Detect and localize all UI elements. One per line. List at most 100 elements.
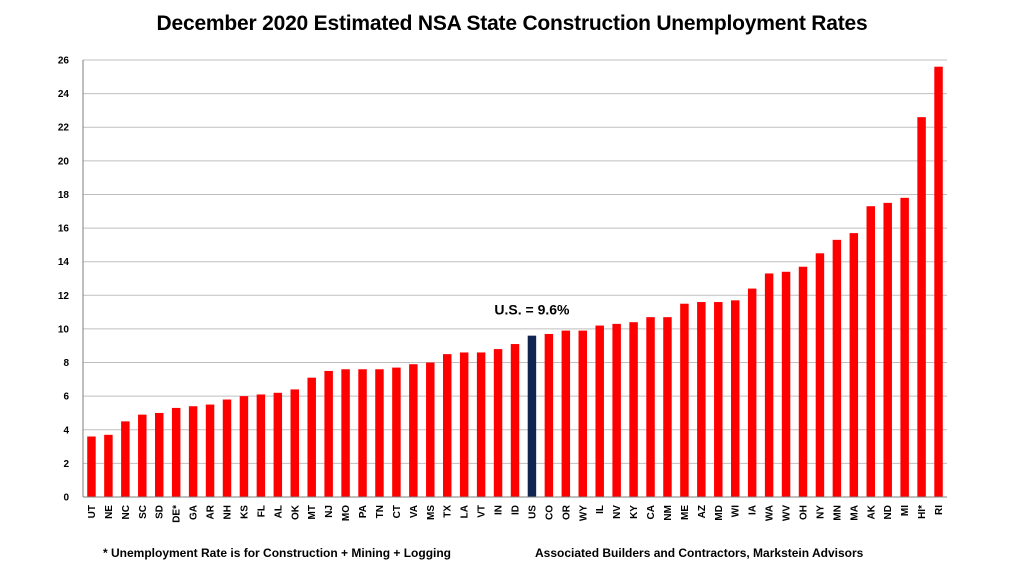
bar-sd (155, 412, 164, 497)
y-tick-label: 16 (58, 224, 70, 235)
x-tick-label: SD (155, 505, 166, 519)
bar-ia (747, 288, 757, 497)
bar-mn (832, 239, 842, 498)
bar-ks (239, 396, 249, 497)
y-tick-label: 12 (58, 291, 70, 302)
bar-wv (781, 271, 791, 497)
x-tick-label: VA (409, 505, 420, 518)
bar-mi (900, 197, 909, 498)
bar-ky (629, 322, 638, 497)
x-tick-label: WI (731, 505, 742, 517)
x-tick-label: OH (799, 505, 810, 520)
x-tick-label: OR (561, 504, 572, 520)
x-axis: UT NE NC SC SD DE* GA AR NH KS FL AL OK MT NJ MO PA TN CT V… (83, 496, 947, 523)
x-tick-label: VT (477, 505, 488, 518)
bar-tn (375, 369, 384, 497)
bar-ct (392, 367, 401, 497)
bar-mo (341, 369, 350, 497)
x-tick-label: GA (189, 505, 200, 520)
bar-il (595, 325, 604, 497)
x-tick-label: WY (578, 505, 589, 521)
y-tick-label: 4 (63, 425, 69, 436)
y-tick-label: 22 (58, 123, 70, 134)
y-tick-label: 24 (58, 89, 70, 100)
x-tick-label: WV (782, 505, 793, 521)
bar-ak (866, 206, 875, 497)
bar-nd (883, 202, 892, 497)
bars (87, 66, 943, 498)
x-tick-label: IA (748, 505, 759, 515)
bar-or (561, 330, 571, 497)
x-tick-label: NH (223, 505, 234, 519)
x-tick-label: MN (832, 505, 843, 521)
x-tick-label: MA (849, 505, 860, 521)
x-tick-label: AL (273, 505, 284, 518)
x-tick-label: CA (646, 505, 657, 519)
bar-nc (121, 421, 130, 497)
x-tick-label: MI (900, 505, 911, 516)
bar-nm (663, 317, 672, 497)
x-tick-label: PA (358, 505, 369, 518)
x-tick-label: SC (138, 505, 149, 519)
bar-wa (764, 273, 774, 497)
bar-fl (256, 394, 266, 497)
bar-vt (476, 352, 486, 497)
chart-title: December 2020 Estimated NSA State Constr… (156, 12, 868, 35)
bar-ma (849, 233, 859, 497)
bar-nh (222, 399, 232, 497)
bar-nj (324, 370, 333, 497)
x-tick-label: NE (104, 505, 115, 519)
x-tick-label: MT (307, 505, 318, 519)
bar-ms (426, 362, 435, 497)
bar-hi (917, 117, 926, 498)
x-tick-label: CT (392, 505, 403, 518)
bar-oh (798, 266, 808, 497)
y-tick-label: 10 (58, 324, 70, 335)
bar-ny (815, 253, 825, 497)
x-tick-label: NJ (324, 505, 335, 518)
x-tick-label: AK (866, 504, 877, 519)
bar-tx (443, 354, 452, 497)
x-tick-label: IL (595, 505, 606, 514)
footnote-source: Associated Builders and Contractors, Mar… (535, 546, 864, 560)
x-tick-label: ND (883, 505, 894, 519)
x-tick-label: IN (494, 505, 505, 515)
x-tick-label: MD (714, 505, 725, 521)
x-tick-label: AR (206, 504, 217, 519)
bar-wy (578, 330, 587, 497)
y-tick-label: 8 (63, 358, 69, 369)
bar-us (527, 335, 537, 497)
bar-sc (138, 414, 147, 497)
bar-al (273, 392, 283, 497)
bar-in (493, 349, 503, 497)
x-tick-label: RI (934, 505, 945, 515)
x-tick-label: MO (341, 505, 352, 521)
y-tick-label: 26 (58, 56, 70, 67)
bar-de (171, 407, 181, 497)
x-tick-label: HI* (917, 505, 928, 519)
bar-ar (205, 404, 215, 497)
bar-va (409, 364, 418, 497)
x-tick-label: ID (511, 505, 522, 515)
bar-id (510, 344, 520, 497)
footnote-note: * Unemployment Rate is for Construction … (103, 546, 452, 560)
bar-md (714, 302, 723, 497)
x-tick-label: FL (256, 505, 267, 517)
bar-ok (290, 389, 299, 497)
x-tick-label: AZ (697, 505, 708, 518)
x-tick-label: MS (426, 505, 437, 520)
bar-wi (731, 300, 740, 497)
x-tick-label: OK (290, 504, 301, 520)
y-tick-label: 20 (58, 156, 70, 167)
bar-la (459, 352, 469, 497)
x-tick-label: US (527, 505, 538, 519)
x-tick-label: CO (544, 505, 555, 520)
x-tick-label: LA (460, 505, 471, 518)
y-tick-label: 0 (63, 493, 69, 504)
x-tick-label: NV (612, 505, 623, 519)
bar-az (697, 302, 706, 497)
x-tick-label: KY (629, 505, 640, 519)
y-tick-label: 14 (58, 257, 70, 268)
